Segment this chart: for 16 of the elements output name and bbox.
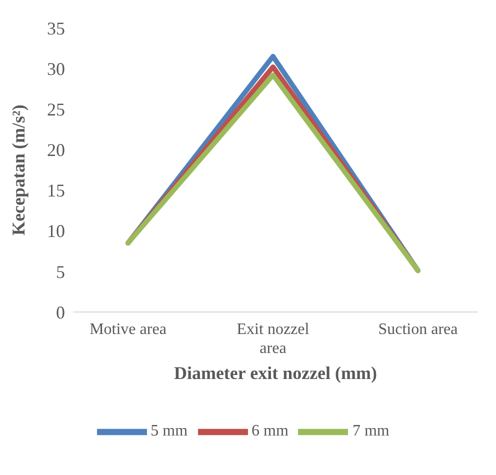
legend-label: 7 mm (352, 422, 390, 440)
y-tick-label: 25 (47, 100, 65, 120)
x-tick-label: Motive area (90, 321, 166, 338)
x-tick-label: Exit nozzel area (236, 321, 310, 357)
y-tick-label: 35 (47, 18, 65, 38)
x-tick-label: Suction area (378, 321, 458, 338)
y-tick-label: 5 (56, 262, 65, 282)
y-axis-title: Kecepatan (m/s²) (8, 104, 28, 236)
y-tick-label: 30 (47, 58, 65, 79)
x-axis-title: Diameter exit nozzel (mm) (174, 363, 378, 383)
y-tick-label: 15 (47, 180, 65, 201)
y-tick-label: 0 (56, 302, 65, 322)
y-tick-label: 20 (47, 140, 65, 160)
legend-label: 5 mm (150, 422, 188, 440)
legend-label: 6 mm (252, 422, 288, 440)
y-tick-label: 10 (47, 221, 65, 242)
